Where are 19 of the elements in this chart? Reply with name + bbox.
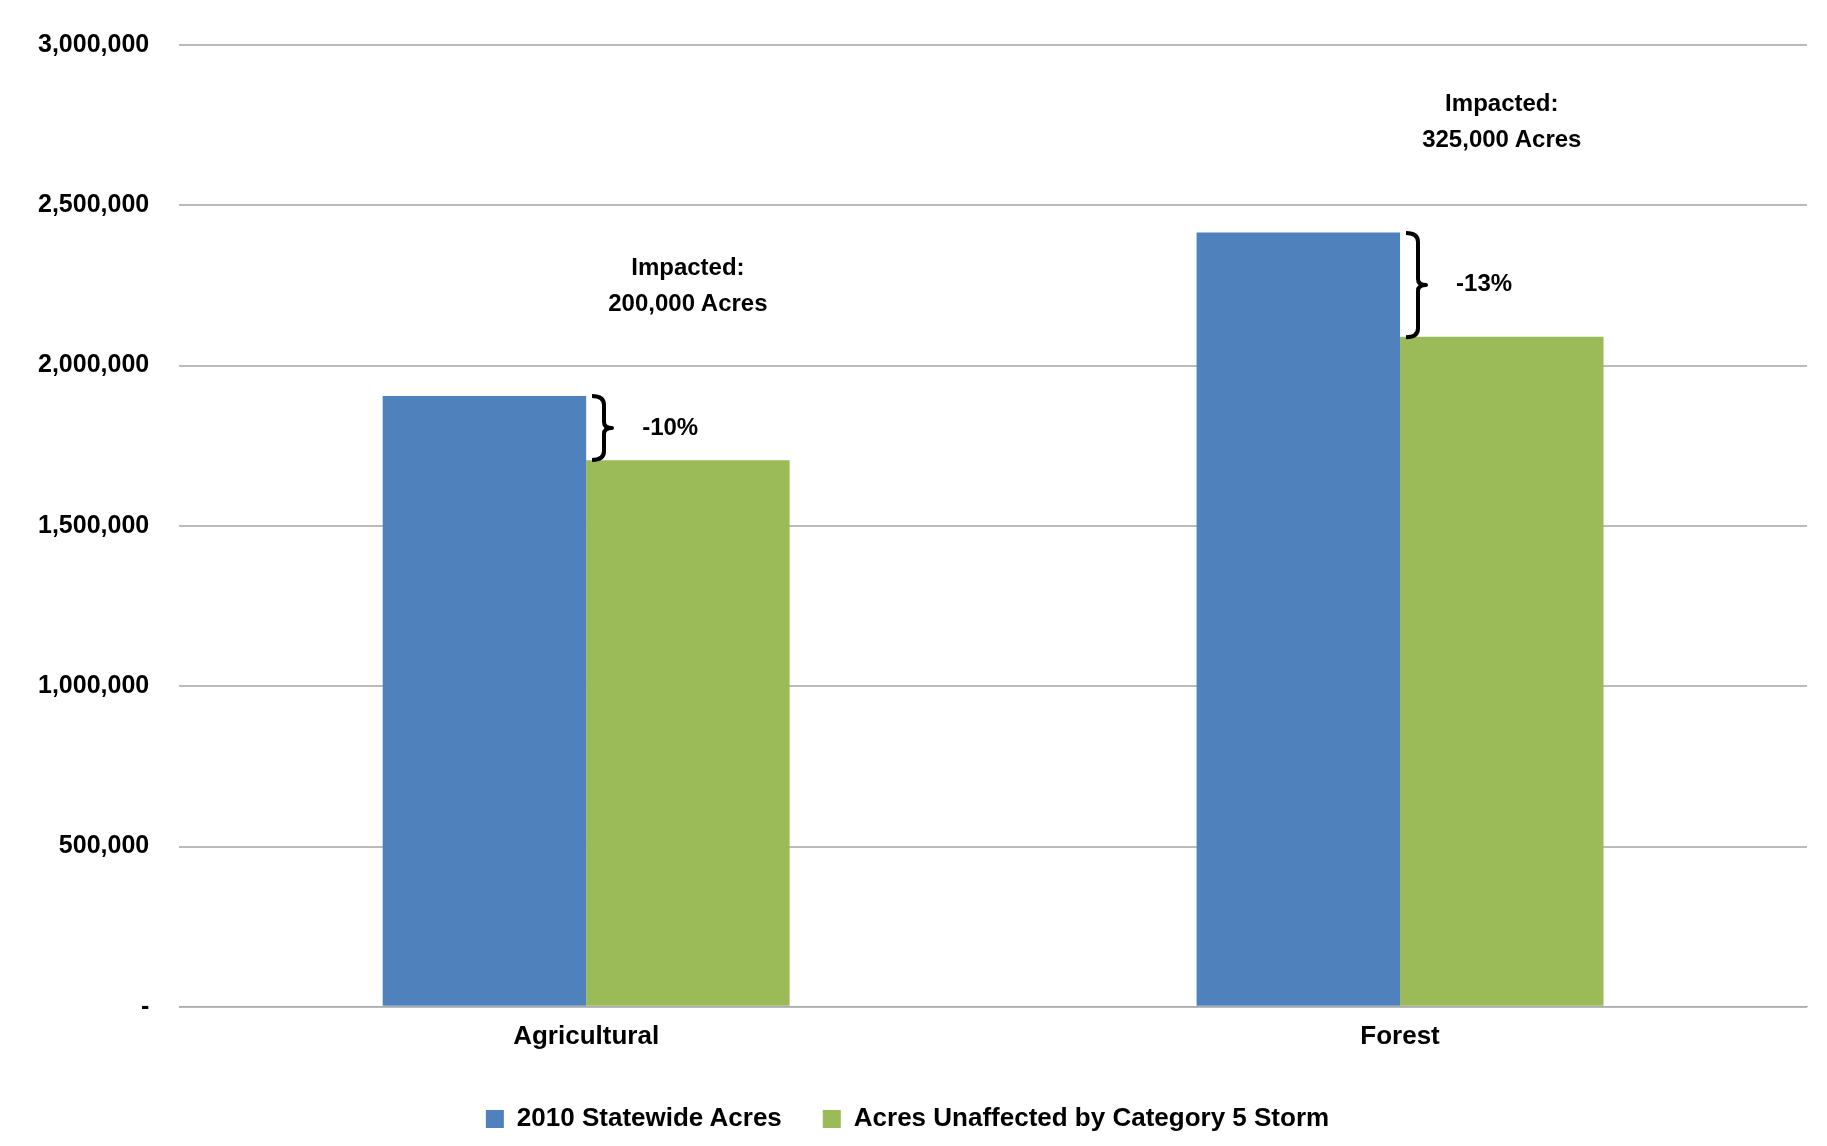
y-tick-label: 1,500,000 bbox=[38, 509, 150, 538]
annotation: -10% bbox=[642, 412, 699, 440]
bar bbox=[382, 396, 587, 1006]
x-tick-label: Forest bbox=[1360, 1019, 1441, 1050]
legend-label: Acres Unaffected by Category 5 Storm bbox=[853, 1102, 1330, 1133]
x-tick-label: Agricultural bbox=[513, 1019, 660, 1050]
y-tick-label: 2,000,000 bbox=[38, 349, 150, 378]
y-tick-label: 1,000,000 bbox=[38, 670, 150, 699]
bar bbox=[1196, 232, 1401, 1006]
annotation: Impacted: 200,000 Acres bbox=[608, 252, 768, 316]
bar bbox=[1400, 336, 1604, 1006]
y-tick-label: 2,500,000 bbox=[38, 189, 150, 218]
bar bbox=[586, 460, 790, 1006]
y-tick-label: 3,000,000 bbox=[38, 28, 150, 57]
y-tick-label: 500,000 bbox=[58, 830, 150, 859]
legend-label: 2010 Statewide Acres bbox=[516, 1102, 782, 1133]
annotation: -13% bbox=[1456, 269, 1513, 297]
annotation: Impacted: 325,000 Acres bbox=[1422, 89, 1582, 153]
y-tick-label: - bbox=[140, 990, 150, 1019]
